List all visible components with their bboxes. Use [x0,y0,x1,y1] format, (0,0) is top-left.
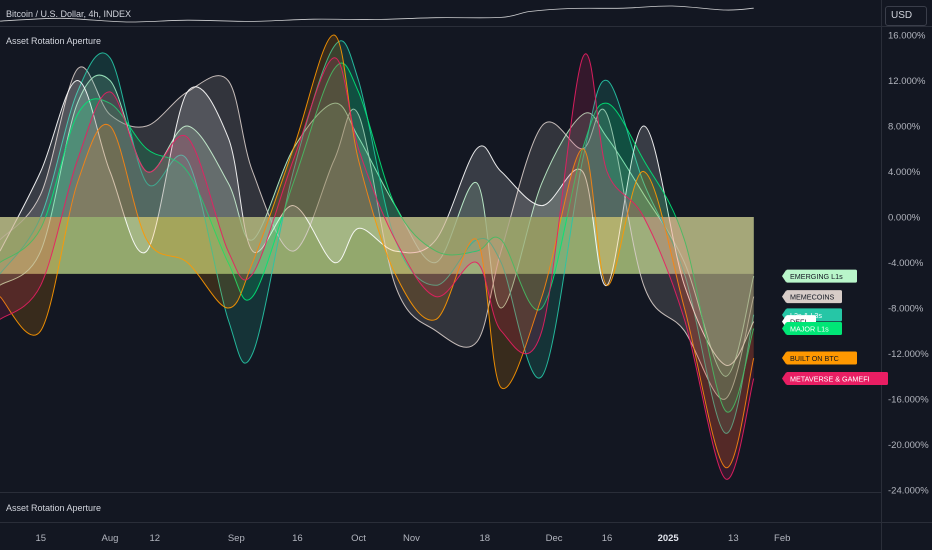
x-tick-label: 12 [150,533,161,544]
series-label-metaverse-gamefi: METAVERSE & GAMEFI [782,372,888,386]
series-label-box [786,269,857,283]
x-tick-label: Oct [351,533,366,544]
series-label-pointer [782,352,786,365]
symbol-title: Bitcoin / U.S. Dollar, 4h, INDEX [6,9,132,19]
series-label-text: MAJOR L1s [790,324,829,333]
y-tick-label: -24.000% [888,486,929,497]
x-tick-label: Dec [546,533,563,544]
series-line-major-l1s [0,62,755,413]
y-tick-label: -20.000% [888,440,929,451]
series-label-box [786,351,857,365]
series-label-text: BUILT ON BTC [790,354,839,363]
x-tick-label: Sep [228,533,245,544]
y-tick-label: -12.000% [888,349,929,360]
zero-band [0,217,754,274]
zero-band-layer [0,217,754,274]
x-tick-label: 16 [292,533,303,544]
series-line-metaverse-gamefi [0,53,755,480]
y-tick-label: 4.000% [888,167,921,178]
series-area-emerging-l1s [0,74,754,377]
series-line-emerging-l1s [0,74,755,377]
series-label-box [786,290,842,304]
x-tick-label: 13 [728,533,739,544]
x-tick-label: 15 [35,533,46,544]
series-line-built-on-btc [0,34,755,468]
x-tick-label: 2025 [658,533,680,544]
series-label-built-on-btc: BUILT ON BTC [782,351,857,365]
y-tick-label: -4.000% [888,258,924,269]
y-axis[interactable]: 16.000% 12.000% 8.000% 4.000% 0.000% -4.000% -… [888,31,929,497]
y-tick-label: -16.000% [888,395,929,406]
btc-price-layer [0,5,754,23]
series-end-labels: EMERGING L1sMEMECOINSL2s & L3sDEFIMAJOR … [782,269,888,386]
btc-price-line [0,5,754,23]
x-tick-label: Aug [102,533,119,544]
series-label-memecoins: MEMECOINS [782,290,842,304]
series-line-l2s-l3s [0,40,755,434]
series-label-pointer [782,322,786,335]
x-tick-label: 16 [602,533,613,544]
x-tick-label: Nov [403,533,420,544]
y-tick-label: -8.000% [888,304,924,315]
y-tick-label: 12.000% [888,76,926,87]
series-label-text: MEMECOINS [790,293,835,302]
y-tick-label: 0.000% [888,213,921,224]
series-label-box [786,372,888,386]
y-tick-label: 16.000% [888,31,926,42]
series-area-defi [0,80,754,366]
indicator-title: Asset Rotation Aperture [6,36,102,46]
series-label-text: EMERGING L1s [790,272,843,281]
series-area-memecoins [0,66,754,400]
series-label-text: METAVERSE & GAMEFI [790,375,870,384]
series-label-pointer [782,372,786,385]
x-tick-label: Feb [774,533,790,544]
series-label-major-l1s: MAJOR L1s [782,321,842,335]
series-label-pointer [782,290,786,303]
lower-pane-title: Asset Rotation Aperture [6,503,102,513]
x-axis[interactable]: 15 Aug 12 Sep 16 Oct Nov 18 Dec 16 2025 13 Feb [35,533,790,544]
y-tick-label: 8.000% [888,122,921,133]
series-layer [0,34,755,480]
series-area-built-on-btc [0,34,754,468]
currency-button[interactable]: USD [885,6,927,26]
series-label-box [786,321,842,335]
x-tick-label: 18 [480,533,491,544]
series-label-emerging-l1s: EMERGING L1s [782,269,857,283]
series-label-pointer [782,270,786,283]
series-area-metaverse-gamefi [0,53,754,480]
